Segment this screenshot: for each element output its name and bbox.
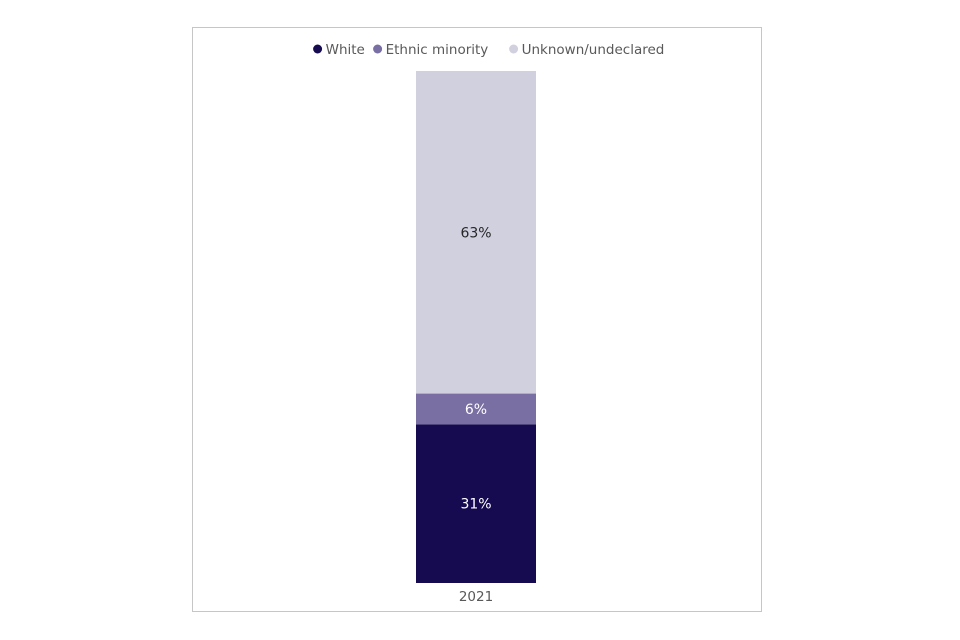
legend-label-unknown-undeclared: Unknown/undeclared xyxy=(522,42,665,58)
legend-label-white: White xyxy=(326,42,365,58)
data-label-ethnic-minority: 6% xyxy=(465,402,487,418)
legend-marker-white xyxy=(313,44,323,54)
bar-segment-white xyxy=(416,424,536,583)
bar-segment-unknown-undeclared xyxy=(416,71,536,394)
chart-area: White Ethnic minority Unknown/undeclared 3… xyxy=(192,27,762,612)
stacked-bar-chart: White Ethnic minority Unknown/undeclared 3… xyxy=(313,42,664,605)
legend-marker-ethnic-minority xyxy=(373,44,383,54)
legend: White Ethnic minority Unknown/undeclared xyxy=(313,42,664,58)
bar-segment-ethnic-minority xyxy=(416,393,536,425)
legend-label-ethnic-minority: Ethnic minority xyxy=(386,42,489,58)
x-axis-ticks: 2021 xyxy=(459,589,493,605)
data-label-white: 31% xyxy=(460,497,491,513)
data-label-unknown-undeclared: 63% xyxy=(460,225,491,241)
x-tick-label: 2021 xyxy=(459,589,493,605)
data-labels: 31% 6% 63% xyxy=(460,225,491,512)
bars xyxy=(416,71,536,583)
legend-marker-unknown-undeclared xyxy=(509,44,519,54)
